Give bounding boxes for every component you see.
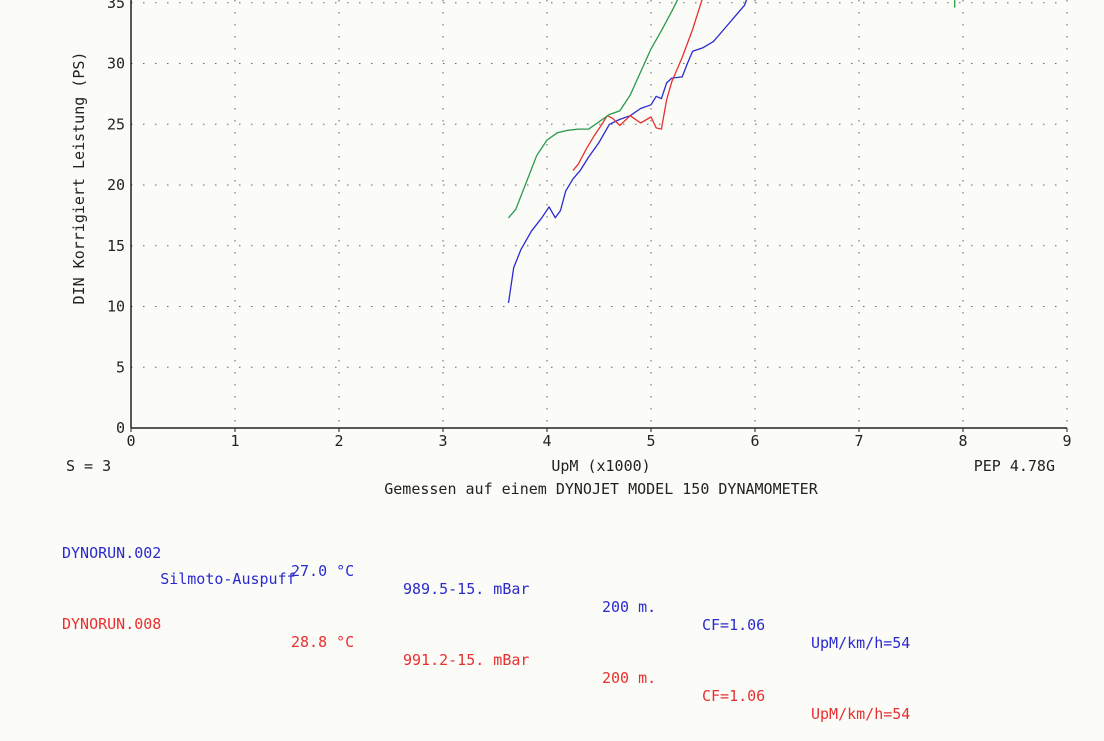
x-tick-label: 0 — [126, 432, 135, 450]
run-temperature: 28.8 °C — [291, 633, 355, 651]
x-tick-label: 6 — [750, 432, 759, 450]
x-tick-label: 9 — [1062, 432, 1071, 450]
y-tick-label: 25 — [107, 115, 125, 133]
axes — [130, 0, 1067, 429]
run-altitude: 200 m. — [602, 598, 657, 616]
x-tick-label: 1 — [230, 432, 239, 450]
grid — [131, 0, 1068, 428]
run-pressure: 991.2-15. mBar — [403, 651, 530, 669]
run-008-header: DYNORUN.008 28.8 °C 991.2-15. mBar 200 m… — [62, 597, 910, 741]
run-rpm-ratio: UpM/km/h=54 — [811, 634, 911, 652]
tick-labels: 0 1 2 3 4 5 6 7 8 9 0 5 10 15 20 25 30 35 — [107, 0, 1072, 450]
run-pressure: 989.5-15. mBar — [403, 580, 530, 598]
x-tick-label: 8 — [958, 432, 967, 450]
y-tick-label: 10 — [107, 298, 125, 316]
software-version: PEP 4.78G — [974, 457, 1055, 475]
run-002-comment: Silmoto-Auspuff — [106, 552, 296, 606]
series-line-run_green — [508, 0, 679, 219]
series-lines — [507, 0, 956, 303]
x-tick-label: 5 — [646, 432, 655, 450]
run-comment: Silmoto-Auspuff — [160, 570, 296, 588]
chart-subtitle: Gemessen auf einem DYNOJET MODEL 150 DYN… — [384, 480, 818, 498]
smoothing-label: S = 3 — [66, 457, 111, 475]
dyno-report: 0 1 2 3 4 5 6 7 8 9 0 5 10 15 20 25 30 35 DIN Korrigiert … — [62, 0, 1072, 723]
y-tick-label: 35 — [107, 0, 125, 12]
series-line-run_002 — [507, 0, 748, 303]
series-line-run_008 — [572, 0, 703, 171]
y-tick-label: 30 — [107, 55, 125, 73]
x-tick-label: 7 — [854, 432, 863, 450]
y-tick-label: 20 — [107, 176, 125, 194]
x-tick-label: 2 — [334, 432, 343, 450]
y-tick-label: 5 — [116, 358, 125, 376]
x-tick-label: 4 — [542, 432, 551, 450]
y-tick-label: 15 — [107, 237, 125, 255]
y-tick-label: 0 — [116, 419, 125, 437]
run-name: DYNORUN.002 — [62, 544, 162, 562]
run-temperature: 27.0 °C — [291, 562, 355, 580]
run-correction-factor: CF=1.06 — [702, 687, 766, 705]
power-chart: 0 1 2 3 4 5 6 7 8 9 0 5 10 15 20 25 30 35 DIN Korrigiert … — [66, 0, 1072, 498]
run-name: DYNORUN.008 — [62, 615, 162, 633]
y-axis-label: DIN Korrigiert Leistung (PS) — [70, 52, 88, 305]
run-altitude: 200 m. — [602, 669, 657, 687]
x-tick-label: 3 — [438, 432, 447, 450]
run-correction-factor: CF=1.06 — [702, 616, 766, 634]
x-axis-label: UpM (x1000) — [551, 457, 650, 475]
run-rpm-ratio: UpM/km/h=54 — [811, 705, 911, 723]
